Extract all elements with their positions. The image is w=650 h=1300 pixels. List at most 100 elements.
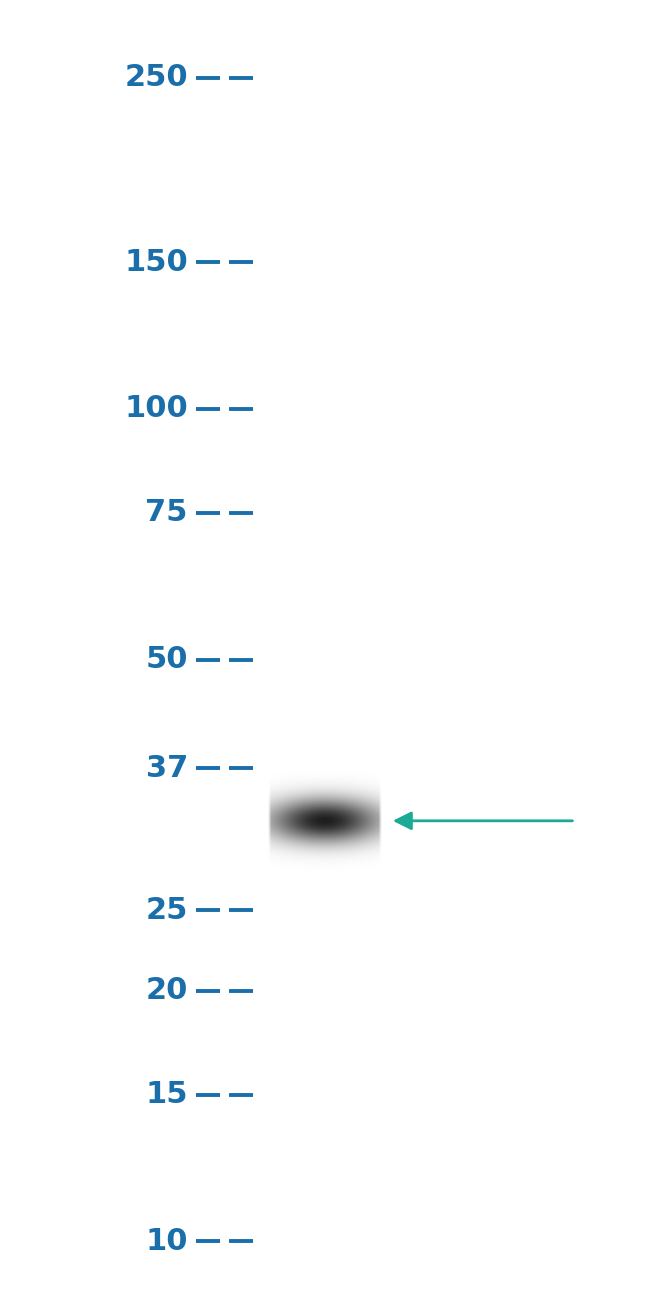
Bar [343, 0, 344, 1300]
Text: 75: 75 [146, 498, 188, 528]
Bar [353, 0, 354, 1300]
Bar [372, 0, 373, 1300]
Bar [313, 0, 314, 1300]
Bar [311, 0, 312, 1300]
Bar [315, 0, 316, 1300]
Bar [289, 0, 290, 1300]
Bar [282, 0, 283, 1300]
Bar [348, 0, 349, 1300]
Bar [320, 0, 321, 1300]
Text: 10: 10 [146, 1227, 188, 1256]
Bar [280, 0, 281, 1300]
Bar [314, 0, 315, 1300]
Bar [342, 0, 343, 1300]
Bar [270, 0, 271, 1300]
Bar [295, 0, 296, 1300]
Bar [318, 0, 319, 1300]
Bar [369, 0, 370, 1300]
Bar [330, 0, 331, 1300]
Bar [319, 0, 320, 1300]
Bar [362, 0, 363, 1300]
Bar [325, 0, 326, 1300]
Bar [305, 0, 306, 1300]
Bar [364, 0, 365, 1300]
Bar [344, 0, 345, 1300]
Bar [327, 0, 328, 1300]
Bar [287, 0, 288, 1300]
Bar [373, 0, 374, 1300]
Bar [276, 0, 277, 1300]
Bar [347, 0, 348, 1300]
Bar [316, 0, 317, 1300]
Bar [309, 0, 310, 1300]
Bar [292, 0, 293, 1300]
Text: 25: 25 [146, 896, 188, 924]
Bar [321, 0, 322, 1300]
Text: 250: 250 [124, 64, 188, 92]
Bar [283, 0, 284, 1300]
Bar [367, 0, 368, 1300]
Bar [278, 0, 279, 1300]
Bar [346, 0, 347, 1300]
Bar [310, 0, 311, 1300]
Text: 150: 150 [124, 248, 188, 277]
Bar [290, 0, 291, 1300]
Text: 50: 50 [146, 645, 188, 673]
Bar [275, 0, 276, 1300]
Bar [298, 0, 299, 1300]
Bar [331, 0, 332, 1300]
Bar [324, 0, 325, 1300]
Bar [281, 0, 282, 1300]
Bar [339, 0, 340, 1300]
Bar [323, 0, 324, 1300]
Bar [308, 0, 309, 1300]
Bar [371, 0, 372, 1300]
Bar [340, 0, 341, 1300]
Bar [349, 0, 350, 1300]
Bar [293, 0, 294, 1300]
Bar [307, 0, 308, 1300]
Bar [306, 0, 307, 1300]
Bar [273, 0, 274, 1300]
Bar [272, 0, 273, 1300]
Bar [288, 0, 289, 1300]
Bar [338, 0, 339, 1300]
Bar [328, 0, 329, 1300]
Bar [312, 0, 313, 1300]
Bar [355, 0, 356, 1300]
Bar [322, 0, 323, 1300]
Bar [299, 0, 300, 1300]
Bar [335, 0, 336, 1300]
Bar [357, 0, 358, 1300]
Bar [271, 0, 272, 1300]
Bar [333, 0, 334, 1300]
Bar [360, 0, 361, 1300]
Bar [286, 0, 287, 1300]
Bar [345, 0, 346, 1300]
Bar [374, 0, 375, 1300]
Bar [317, 0, 318, 1300]
Bar [334, 0, 335, 1300]
Bar [366, 0, 367, 1300]
Bar [294, 0, 295, 1300]
Bar [375, 0, 376, 1300]
Bar [350, 0, 351, 1300]
Bar [291, 0, 292, 1300]
Bar [341, 0, 342, 1300]
Bar [361, 0, 362, 1300]
Bar [302, 0, 303, 1300]
Bar [301, 0, 302, 1300]
Bar [326, 0, 327, 1300]
Text: 20: 20 [146, 976, 188, 1005]
Bar [277, 0, 278, 1300]
Bar [274, 0, 275, 1300]
Bar [285, 0, 286, 1300]
Bar [296, 0, 297, 1300]
Bar [354, 0, 355, 1300]
Bar [368, 0, 369, 1300]
Bar [284, 0, 285, 1300]
Bar [337, 0, 338, 1300]
Bar [363, 0, 364, 1300]
Bar [365, 0, 366, 1300]
Bar [329, 0, 330, 1300]
